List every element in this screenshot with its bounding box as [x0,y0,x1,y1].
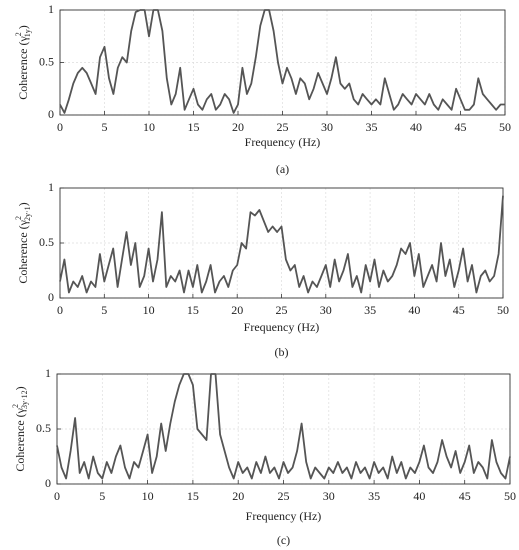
y-tick-label: 0 [48,290,54,304]
x-tick-label: 30 [320,303,332,317]
x-tick-label: 45 [459,489,471,503]
x-tick-label: 15 [187,489,199,503]
x-tick-label: 35 [366,120,378,134]
x-tick-label: 40 [408,303,420,317]
coherence-line [56,373,511,480]
x-tick-label: 50 [504,489,516,503]
x-tick-label: 5 [99,489,105,503]
x-tick-label: 5 [101,303,107,317]
x-tick-label: 45 [455,120,467,134]
y-label-text: Coherence (γ [16,36,30,100]
plot-frame [56,373,511,485]
y-label-sub: 2y·1 [23,206,32,221]
x-tick-label: 20 [232,489,244,503]
x-tick-label: 20 [231,303,243,317]
x-tick-label: 50 [499,120,511,134]
y-axis-label: Coherence (γ22y·1) [14,202,32,283]
x-tick-label: 45 [453,303,465,317]
x-axis-label: Frequency (Hz) [246,509,322,523]
y-label-end: ) [16,202,30,206]
caption: (c) [277,533,290,547]
y-tick-label: 1 [48,180,54,194]
y-label-sup: 2 [14,32,23,36]
plot-frame [59,187,504,299]
x-tick-label: 40 [413,489,425,503]
x-tick-label: 25 [277,120,289,134]
x-tick-label: 0 [57,120,63,134]
x-tick-label: 30 [323,489,335,503]
caption: (b) [275,345,289,359]
x-tick-label: 0 [57,303,63,317]
caption: (a) [276,162,289,176]
x-tick-label: 5 [102,120,108,134]
x-tick-label: 25 [276,303,288,317]
x-tick-label: 25 [278,489,290,503]
x-axis-label: Frequency (Hz) [244,320,320,334]
x-tick-label: 20 [232,120,244,134]
x-tick-label: 40 [410,120,422,134]
plot-frame [59,9,506,116]
x-tick-label: 30 [321,120,333,134]
x-tick-label: 10 [143,303,155,317]
y-tick-label: 0.5 [39,54,54,68]
y-label-sub: 3y·12 [20,390,29,409]
x-tick-label: 50 [497,303,509,317]
y-tick-label: 1 [48,2,54,16]
y-label-sup: 2 [14,216,23,220]
x-axis-label: Frequency (Hz) [245,135,321,149]
y-tick-label: 0.5 [39,235,54,249]
y-axis-label: Coherence (γ23y·12) [11,386,29,471]
x-tick-label: 0 [54,489,60,503]
y-tick-label: 0 [45,476,51,490]
x-tick-label: 35 [364,303,376,317]
x-tick-label: 15 [188,120,200,134]
x-tick-label: 10 [142,489,154,503]
y-label-sub: 1y [23,29,32,37]
coherence-line [59,9,505,114]
x-tick-label: 35 [368,489,380,503]
y-tick-label: 1 [45,366,51,380]
y-label-sup: 2 [11,404,20,408]
y-label-end: ) [13,386,27,390]
y-axis-label: Coherence (γ21y) [14,25,32,100]
x-tick-label: 15 [187,303,199,317]
y-tick-label: 0 [48,107,54,121]
y-label-text: Coherence (γ [16,219,30,283]
coherence-line [59,195,504,294]
y-tick-label: 0.5 [36,421,51,435]
y-label-text: Coherence (γ [13,407,27,471]
y-label-end: ) [16,25,30,29]
x-tick-label: 10 [143,120,155,134]
